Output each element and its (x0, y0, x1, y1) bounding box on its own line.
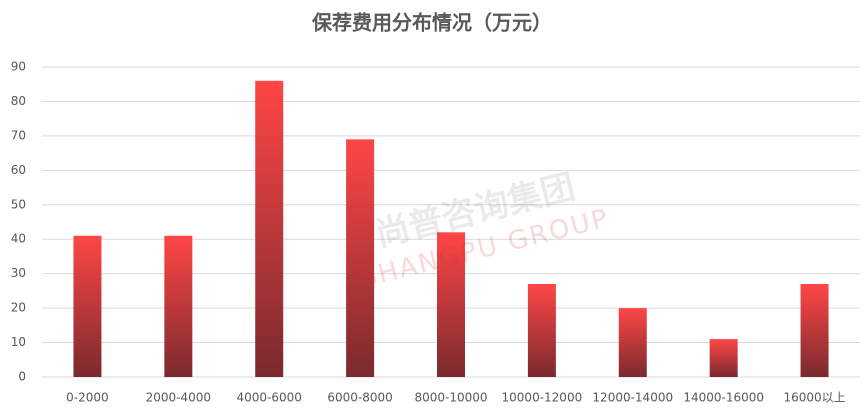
x-tick-label: 2000-4000 (146, 391, 211, 405)
y-tick-label: 10 (11, 335, 26, 349)
bar (618, 308, 647, 377)
x-tick-label: 16000以上 (783, 391, 845, 405)
y-tick-label: 0 (18, 370, 26, 384)
y-tick-label: 90 (11, 60, 26, 74)
bar (437, 232, 465, 377)
y-tick-label: 20 (11, 301, 26, 315)
chart-title: 保荐费用分布情况（万元） (311, 11, 552, 35)
x-tick-label: 4000-6000 (237, 391, 302, 405)
x-tick-label: 10000-12000 (502, 391, 583, 405)
y-tick-label: 70 (11, 128, 26, 142)
x-tick-label: 6000-8000 (327, 391, 392, 405)
y-tick-label: 60 (11, 163, 26, 177)
y-tick-label: 30 (11, 266, 26, 280)
x-tick-label: 14000-16000 (683, 391, 764, 405)
bar (73, 235, 102, 377)
bar (709, 339, 738, 377)
x-tick-label: 12000-14000 (592, 391, 673, 405)
watermark: 尚普咨询集团 SHANGPU GROUP (357, 167, 612, 294)
bar (346, 139, 375, 377)
y-tick-label: 80 (11, 94, 26, 108)
x-tick-label: 8000-10000 (414, 391, 487, 405)
bar (164, 235, 193, 377)
bar (527, 284, 556, 377)
y-tick-label: 50 (11, 197, 26, 211)
y-tick-label: 40 (11, 232, 26, 246)
bar (255, 80, 284, 378)
x-tick-label: 0-2000 (66, 391, 109, 405)
bar (800, 284, 829, 377)
